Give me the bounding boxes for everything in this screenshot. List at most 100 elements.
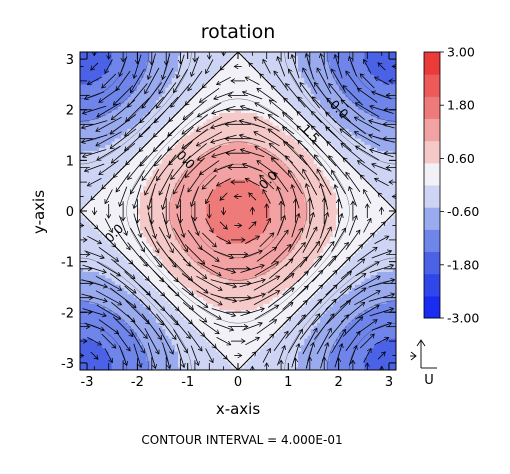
heat-cell <box>146 134 151 139</box>
heat-cell <box>114 106 119 110</box>
heat-cell <box>162 239 166 244</box>
heat-cell <box>102 176 106 180</box>
heat-cell <box>196 121 201 126</box>
heat-cell <box>187 163 192 168</box>
heat-cell <box>212 115 217 120</box>
heat-cell <box>203 191 207 196</box>
heat-cell <box>124 287 128 292</box>
heat-cell <box>171 52 176 56</box>
heat-cell <box>105 121 110 126</box>
heat-cell <box>168 226 173 231</box>
heat-cell <box>159 106 163 110</box>
heat-cell <box>117 328 122 333</box>
heat-cell <box>121 341 125 346</box>
heat-cell <box>190 131 195 136</box>
heat-cell <box>165 309 170 314</box>
heat-cell <box>231 261 236 266</box>
heat-cell <box>187 357 192 362</box>
heat-cell <box>95 179 100 183</box>
heat-cell <box>187 217 192 222</box>
heat-cell <box>86 284 91 288</box>
heat-cell <box>117 236 122 241</box>
heat-cell <box>215 354 220 358</box>
heat-cell <box>149 268 154 273</box>
heat-cell <box>86 312 91 317</box>
heat-cell <box>209 128 214 133</box>
heat-cell <box>162 312 166 317</box>
heat-cell <box>146 172 151 177</box>
heat-cell <box>86 230 91 234</box>
heat-cell <box>171 338 176 342</box>
heat-cell <box>162 366 166 370</box>
heat-cell <box>203 220 207 225</box>
heat-cell <box>222 179 226 183</box>
heat-cell <box>168 96 173 101</box>
heat-cell <box>108 335 113 339</box>
heat-cell <box>127 207 132 212</box>
heat-cell <box>171 58 176 63</box>
heat-cell <box>168 223 173 228</box>
heat-cell <box>121 296 125 301</box>
heat-cell <box>117 131 122 136</box>
heat-cell <box>105 52 110 56</box>
heat-cell <box>168 182 173 187</box>
heat-cell <box>83 55 87 59</box>
heat-cell <box>89 223 94 228</box>
heat-cell <box>222 284 226 288</box>
heat-cell <box>155 360 160 365</box>
heat-cell <box>155 236 160 241</box>
heat-cell <box>114 220 119 225</box>
heat-cell <box>143 217 147 222</box>
heat-cell <box>196 220 201 225</box>
heat-cell <box>200 207 204 212</box>
heat-cell <box>102 344 106 349</box>
heat-cell <box>168 169 173 174</box>
heat-cell <box>196 176 201 180</box>
heat-cell <box>187 96 192 101</box>
heat-cell <box>203 166 207 171</box>
heat-cell <box>196 249 201 253</box>
heat-cell <box>190 169 195 174</box>
heat-cell <box>162 80 166 85</box>
heat-cell <box>121 191 125 196</box>
heat-cell <box>136 153 141 158</box>
heat-cell <box>159 71 163 75</box>
heat-cell <box>86 366 91 370</box>
heat-cell <box>80 347 84 352</box>
heat-cell <box>203 115 207 120</box>
heat-cell <box>105 141 110 145</box>
heat-cell <box>136 284 141 288</box>
heat-cell <box>117 217 122 222</box>
heat-cell <box>177 300 182 304</box>
heat-cell <box>177 153 182 158</box>
heat-cell <box>83 290 87 295</box>
heat-cell <box>215 52 220 56</box>
heat-cell <box>212 303 217 307</box>
heat-cell <box>83 303 87 307</box>
heat-cell <box>124 169 128 174</box>
heat-cell <box>130 147 135 152</box>
heat-cell <box>114 265 119 269</box>
heat-cell <box>187 58 192 63</box>
heat-cell <box>215 230 220 234</box>
heat-cell <box>162 185 166 190</box>
heat-cell <box>86 223 91 228</box>
heat-cell <box>215 207 220 212</box>
heat-cell <box>187 284 192 288</box>
heat-cell <box>117 350 122 355</box>
heat-cell <box>83 86 87 91</box>
heat-cell <box>98 350 103 355</box>
heat-cell <box>234 249 239 253</box>
heat-cell <box>117 245 122 250</box>
heat-cell <box>117 141 122 145</box>
heat-cell <box>228 309 233 314</box>
heat-cell <box>193 261 198 266</box>
heat-cell <box>98 77 103 82</box>
heat-cell <box>215 290 220 295</box>
heat-cell <box>80 363 84 368</box>
heat-cell <box>102 274 106 279</box>
heat-cell <box>177 265 182 269</box>
heat-cell <box>117 52 122 56</box>
heat-cell <box>92 280 97 285</box>
heat-cell <box>215 236 220 241</box>
